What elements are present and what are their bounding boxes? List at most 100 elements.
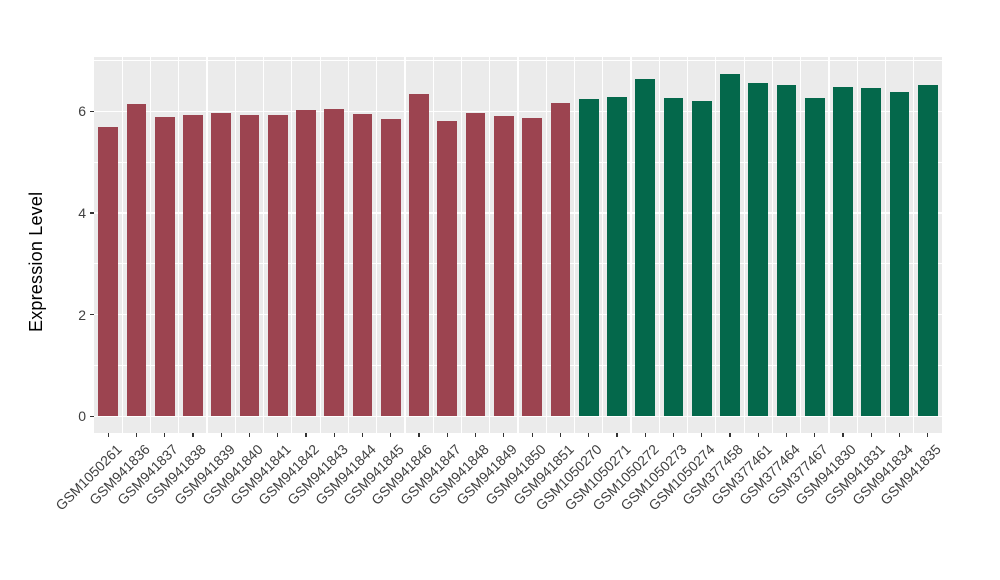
gridline-vertical xyxy=(800,57,802,433)
x-axis-tick xyxy=(135,433,137,437)
bar-GSM941849 xyxy=(493,115,514,417)
x-axis-tick xyxy=(418,433,420,437)
x-axis-tick xyxy=(814,433,816,437)
bar-GSM1050274 xyxy=(691,101,712,417)
gridline-vertical xyxy=(630,57,632,433)
x-axis-tick xyxy=(899,433,901,437)
x-axis-tick xyxy=(107,433,109,437)
y-tick-label: 4 xyxy=(78,204,86,221)
x-axis-tick xyxy=(192,433,194,437)
bar-GSM941835 xyxy=(917,84,938,417)
x-axis-tick xyxy=(672,433,675,437)
gridline-vertical xyxy=(771,57,773,433)
x-axis-tick xyxy=(220,433,222,437)
bar-GSM941839 xyxy=(211,112,232,417)
bar-GSM941842 xyxy=(296,110,316,417)
gridline-vertical xyxy=(856,57,858,433)
bar-GSM941848 xyxy=(465,112,486,417)
gridline-vertical xyxy=(658,57,660,433)
y-tick-label: 0 xyxy=(78,408,86,425)
gridline-minor-horizontal xyxy=(94,60,942,61)
x-axis-tick xyxy=(785,433,788,437)
gridline-vertical xyxy=(517,57,519,433)
y-axis-tick xyxy=(90,212,94,214)
bar-GSM1050261 xyxy=(98,127,119,417)
bar-GSM941847 xyxy=(437,121,458,417)
x-axis-tick xyxy=(870,433,872,437)
gridline-vertical xyxy=(404,57,406,433)
x-axis-tick xyxy=(927,433,929,437)
bar-GSM377458 xyxy=(720,74,740,417)
gridline-vertical xyxy=(432,57,434,433)
x-axis-tick xyxy=(842,433,844,437)
y-tick-label: 2 xyxy=(78,306,86,323)
y-axis-tick xyxy=(90,415,94,417)
bar-GSM941830 xyxy=(833,87,853,417)
bar-GSM1050271 xyxy=(607,96,627,417)
gridline-vertical xyxy=(206,57,208,433)
gridline-minor-horizontal xyxy=(94,365,942,366)
bar-GSM941840 xyxy=(239,114,260,417)
gridline-major-horizontal xyxy=(94,313,942,316)
gridline-vertical xyxy=(121,57,123,433)
bar-GSM941834 xyxy=(889,92,910,417)
x-axis-tick xyxy=(164,433,166,437)
bar-GSM377461 xyxy=(748,83,769,417)
bar-GSM941831 xyxy=(861,87,882,417)
bar-GSM941845 xyxy=(380,119,401,417)
bar-GSM941843 xyxy=(324,108,345,417)
gridline-vertical xyxy=(347,57,349,433)
x-axis-tick xyxy=(390,433,392,437)
bar-GSM941836 xyxy=(126,103,147,417)
gridline-vertical xyxy=(828,57,830,433)
gridline-major-horizontal xyxy=(94,212,942,214)
gridline-vertical xyxy=(234,57,236,433)
x-axis-tick xyxy=(644,433,646,437)
x-axis-tick xyxy=(701,433,703,437)
x-axis-tick xyxy=(729,433,731,437)
x-axis-tick xyxy=(333,433,335,437)
bar-GSM941837 xyxy=(154,116,175,417)
x-axis-tick xyxy=(588,433,590,437)
gridline-vertical xyxy=(602,57,604,433)
bar-GSM941844 xyxy=(352,113,373,417)
bar-GSM941846 xyxy=(409,93,429,417)
x-axis-tick xyxy=(757,433,759,437)
gridline-vertical xyxy=(884,57,887,433)
y-axis-tick xyxy=(90,314,94,316)
gridline-minor-horizontal xyxy=(94,161,942,163)
gridline-minor-horizontal xyxy=(94,263,942,265)
y-axis-tick xyxy=(90,110,94,112)
x-axis-tick xyxy=(503,433,505,437)
x-axis-tick xyxy=(248,433,251,437)
bar-GSM941851 xyxy=(550,103,571,417)
y-tick-label: 6 xyxy=(78,103,86,120)
x-axis-tick xyxy=(446,433,448,437)
x-axis-tick xyxy=(277,433,279,437)
plot-panel xyxy=(94,57,942,433)
gridline-vertical xyxy=(715,57,717,433)
gridline-vertical xyxy=(573,57,576,433)
x-axis-tick xyxy=(559,433,561,437)
x-axis-tick xyxy=(305,433,307,437)
bar-GSM377467 xyxy=(804,98,825,417)
gridline-vertical xyxy=(319,57,321,433)
gridline-vertical xyxy=(263,57,265,433)
x-axis-tick xyxy=(531,433,533,437)
gridline-vertical xyxy=(149,57,152,433)
bar-GSM941838 xyxy=(183,114,203,417)
gridline-vertical xyxy=(376,57,378,433)
gridline-vertical xyxy=(489,57,491,433)
gridline-vertical xyxy=(743,57,745,433)
gridline-vertical xyxy=(687,57,689,433)
gridline-major-horizontal xyxy=(94,415,942,418)
bar-GSM941850 xyxy=(522,117,543,417)
bar-GSM1050273 xyxy=(663,97,684,417)
bar-GSM1050270 xyxy=(578,98,599,417)
bar-GSM1050272 xyxy=(635,78,656,417)
x-axis-tick xyxy=(616,433,618,437)
bar-GSM377464 xyxy=(776,85,797,417)
gridline-major-horizontal xyxy=(94,110,942,113)
gridline-vertical xyxy=(178,57,180,433)
x-axis-tick xyxy=(475,433,477,437)
